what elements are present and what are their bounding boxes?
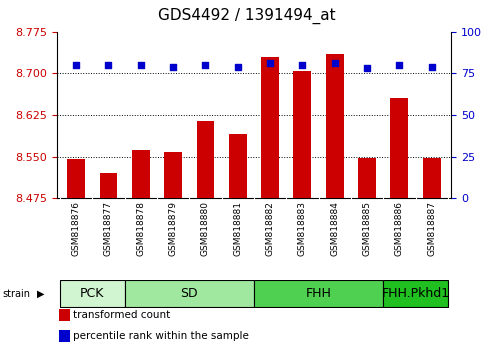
Text: GSM818883: GSM818883 [298,201,307,256]
Text: GSM818878: GSM818878 [136,201,145,256]
Text: ▶: ▶ [37,289,44,299]
Point [202,62,210,68]
Text: percentile rank within the sample: percentile rank within the sample [73,331,249,341]
Point [428,64,436,70]
Point [331,61,339,66]
Text: GSM818876: GSM818876 [71,201,80,256]
Point [234,64,242,70]
Bar [423,158,441,198]
Bar [326,54,344,198]
Text: FHH.Pkhd1: FHH.Pkhd1 [382,287,450,300]
Bar [67,159,85,198]
Text: GSM818877: GSM818877 [104,201,113,256]
Bar [164,152,182,198]
Bar [59,330,70,342]
Text: FHH: FHH [306,287,331,300]
Text: GSM818882: GSM818882 [266,201,275,256]
Text: GDS4492 / 1391494_at: GDS4492 / 1391494_at [158,8,335,24]
Text: transformed count: transformed count [73,310,171,320]
Text: PCK: PCK [80,287,105,300]
Text: GSM818880: GSM818880 [201,201,210,256]
Bar [229,135,246,198]
Bar [293,71,311,198]
Bar [125,280,254,307]
Bar [261,57,279,198]
Bar [60,280,125,307]
Bar [59,309,70,321]
Bar [383,280,448,307]
Text: GSM818886: GSM818886 [395,201,404,256]
Text: strain: strain [2,289,31,299]
Bar [254,280,383,307]
Text: SD: SD [180,287,198,300]
Point [72,62,80,68]
Point [298,62,306,68]
Point [137,62,144,68]
Point [266,61,274,66]
Bar [100,173,117,198]
Text: GSM818885: GSM818885 [362,201,372,256]
Point [363,65,371,71]
Text: GSM818879: GSM818879 [169,201,177,256]
Text: GSM818887: GSM818887 [427,201,436,256]
Bar [358,158,376,198]
Text: GSM818884: GSM818884 [330,201,339,256]
Point [395,62,403,68]
Bar [390,98,408,198]
Point [105,62,112,68]
Point [169,64,177,70]
Bar [197,121,214,198]
Bar [132,150,150,198]
Text: GSM818881: GSM818881 [233,201,242,256]
